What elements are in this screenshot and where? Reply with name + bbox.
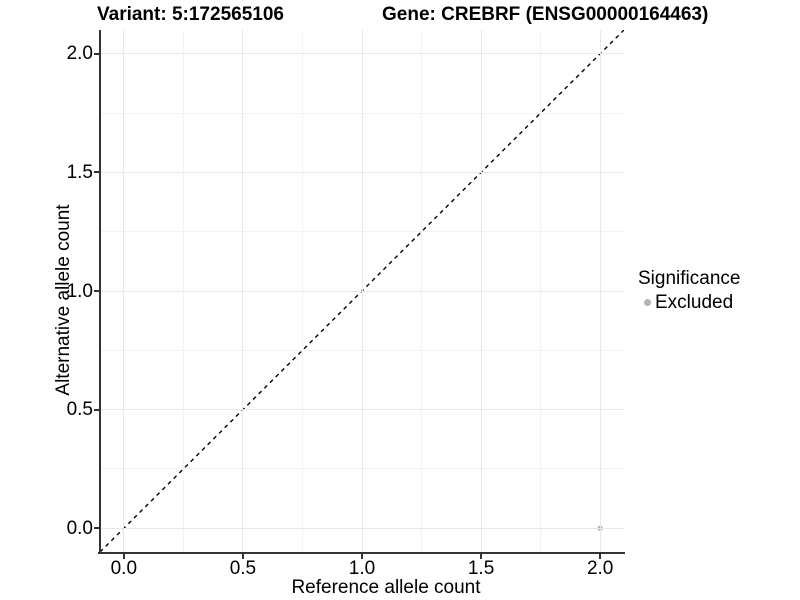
plot-title-variant: Variant: 5:172565106 <box>97 4 284 25</box>
x-tick-mark <box>361 554 363 559</box>
plot-title-gene: Gene: CREBRF (ENSG00000164463) <box>382 4 709 25</box>
y-tick-label: 0.0 <box>66 517 93 539</box>
legend-item-excluded: Excluded <box>638 292 740 313</box>
legend: Significance Excluded <box>638 268 740 313</box>
y-tick-label: 2.0 <box>66 43 93 65</box>
y-axis-line <box>99 30 101 554</box>
y-tick-mark <box>94 171 99 174</box>
legend-item-label: Excluded <box>655 292 734 313</box>
x-axis-title: Reference allele count <box>291 577 481 598</box>
y-tick-mark <box>94 527 99 530</box>
y-tick-mark <box>94 52 99 55</box>
y-tick-label: 1.5 <box>66 161 93 183</box>
y-tick-label: 1.0 <box>66 280 93 302</box>
x-tick-label: 0.5 <box>229 558 257 579</box>
x-axis-line <box>98 552 625 554</box>
y-tick-label: 0.5 <box>66 399 93 421</box>
y-tick-mark <box>94 408 99 411</box>
x-tick-label: 1.5 <box>467 558 495 579</box>
y-gridline-major <box>100 53 624 55</box>
x-tick-mark <box>241 554 244 559</box>
y-gridline-major <box>100 409 624 411</box>
y-gridline-major <box>100 171 624 173</box>
y-tick-mark <box>94 290 99 292</box>
x-tick-mark <box>122 554 125 559</box>
y-gridline-major <box>100 290 624 292</box>
x-tick-label: 0.0 <box>110 558 138 579</box>
x-tick-label: 2.0 <box>586 558 614 579</box>
y-gridline-major <box>100 527 624 529</box>
legend-title: Significance <box>638 268 741 289</box>
legend-point-icon <box>644 299 651 306</box>
x-tick-label: 1.0 <box>348 558 376 579</box>
x-tick-mark <box>599 554 602 559</box>
x-tick-mark <box>480 554 483 559</box>
